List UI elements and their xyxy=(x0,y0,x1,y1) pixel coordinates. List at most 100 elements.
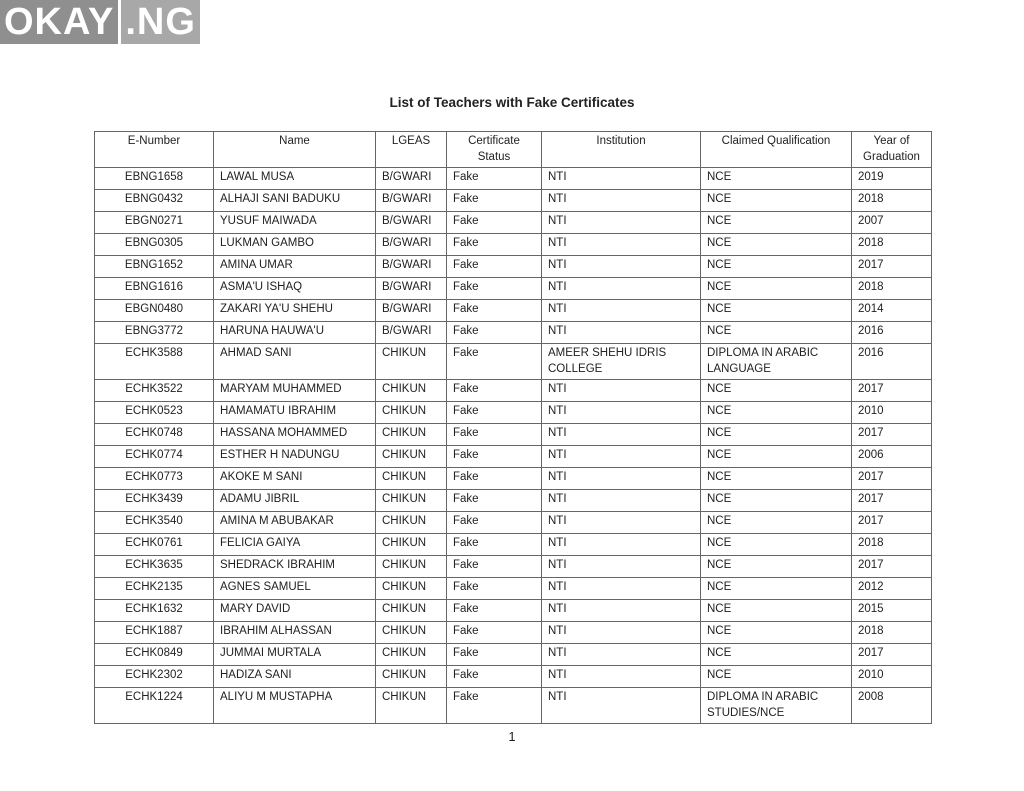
cell-e-number: ECHK2302 xyxy=(94,665,214,688)
page-number: 1 xyxy=(508,729,516,744)
table-row: ECHK3540 AMINA M ABUBAKAR CHIKUN Fake NTI NCE… xyxy=(94,511,932,534)
cell-year-of-graduation: 2010 xyxy=(851,401,932,424)
cell-year-of-graduation: 2018 xyxy=(851,533,932,556)
cell-claimed-qualification: DIPLOMA IN ARABIC LANGUAGE xyxy=(700,343,852,380)
cell-lgeas: CHIKUN xyxy=(375,643,447,666)
cell-institution: NTI xyxy=(541,277,701,300)
cell-certificate-status: Fake xyxy=(446,189,542,212)
cell-certificate-status: Fake xyxy=(446,687,542,724)
cell-claimed-qualification: NCE xyxy=(700,665,852,688)
cell-lgeas: B/GWARI xyxy=(375,211,447,234)
cell-e-number: EBNG0305 xyxy=(94,233,214,256)
cell-claimed-qualification: NCE xyxy=(700,189,852,212)
cell-e-number: ECHK3635 xyxy=(94,555,214,578)
cell-lgeas: CHIKUN xyxy=(375,599,447,622)
cell-lgeas: B/GWARI xyxy=(375,167,447,190)
column-header-lgeas: LGEAS xyxy=(375,131,447,168)
cell-year-of-graduation: 2016 xyxy=(851,321,932,344)
cell-claimed-qualification: NCE xyxy=(700,233,852,256)
cell-year-of-graduation: 2018 xyxy=(851,233,932,256)
cell-institution: NTI xyxy=(541,167,701,190)
cell-name: AGNES SAMUEL xyxy=(213,577,376,600)
cell-year-of-graduation: 2017 xyxy=(851,379,932,402)
cell-certificate-status: Fake xyxy=(446,665,542,688)
cell-e-number: EBNG3772 xyxy=(94,321,214,344)
cell-institution: AMEER SHEHU IDRIS COLLEGE xyxy=(541,343,701,380)
table-row: EBNG3772 HARUNA HAUWA'U B/GWARI Fake NTI NCE 2… xyxy=(94,321,932,344)
table-row: ECHK2135 AGNES SAMUEL CHIKUN Fake NTI NCE 2012 xyxy=(94,577,932,600)
cell-claimed-qualification: NCE xyxy=(700,577,852,600)
cell-year-of-graduation: 2007 xyxy=(851,211,932,234)
table-row: EBNG0305 LUKMAN GAMBO B/GWARI Fake NTI NCE 201… xyxy=(94,233,932,256)
cell-name: MARYAM MUHAMMED xyxy=(213,379,376,402)
table-row: ECHK0774 ESTHER H NADUNGU CHIKUN Fake NTI NCE… xyxy=(94,445,932,468)
cell-institution: NTI xyxy=(541,299,701,322)
cell-name: JUMMAI MURTALA xyxy=(213,643,376,666)
cell-e-number: ECHK0773 xyxy=(94,467,214,490)
cell-lgeas: CHIKUN xyxy=(375,489,447,512)
cell-e-number: ECHK2135 xyxy=(94,577,214,600)
cell-certificate-status: Fake xyxy=(446,489,542,512)
table-header-row: E-Number Name LGEAS Certificate Status Insti… xyxy=(94,131,932,168)
cell-claimed-qualification: NCE xyxy=(700,643,852,666)
cell-institution: NTI xyxy=(541,467,701,490)
cell-year-of-graduation: 2010 xyxy=(851,665,932,688)
cell-institution: NTI xyxy=(541,445,701,468)
cell-certificate-status: Fake xyxy=(446,401,542,424)
cell-certificate-status: Fake xyxy=(446,621,542,644)
cell-year-of-graduation: 2017 xyxy=(851,467,932,490)
cell-e-number: EBNG0432 xyxy=(94,189,214,212)
cell-name: HARUNA HAUWA'U xyxy=(213,321,376,344)
cell-lgeas: CHIKUN xyxy=(375,379,447,402)
cell-lgeas: CHIKUN xyxy=(375,511,447,534)
cell-lgeas: CHIKUN xyxy=(375,423,447,446)
table-row: EBNG0432 ALHAJI SANI BADUKU B/GWARI Fake NTI… xyxy=(94,189,932,212)
cell-institution: NTI xyxy=(541,511,701,534)
cell-claimed-qualification: NCE xyxy=(700,533,852,556)
cell-lgeas: CHIKUN xyxy=(375,445,447,468)
cell-name: ESTHER H NADUNGU xyxy=(213,445,376,468)
table-row: ECHK0761 FELICIA GAIYA CHIKUN Fake NTI NCE 201… xyxy=(94,533,932,556)
cell-institution: NTI xyxy=(541,533,701,556)
cell-claimed-qualification: NCE xyxy=(700,379,852,402)
column-header-e-number: E-Number xyxy=(94,131,214,168)
cell-e-number: ECHK1224 xyxy=(94,687,214,724)
cell-certificate-status: Fake xyxy=(446,343,542,380)
cell-year-of-graduation: 2018 xyxy=(851,621,932,644)
cell-lgeas: CHIKUN xyxy=(375,401,447,424)
cell-name: AKOKE M SANI xyxy=(213,467,376,490)
cell-certificate-status: Fake xyxy=(446,599,542,622)
table-row: ECHK0748 HASSANA MOHAMMED CHIKUN Fake NTI NCE… xyxy=(94,423,932,446)
cell-lgeas: CHIKUN xyxy=(375,577,447,600)
cell-certificate-status: Fake xyxy=(446,423,542,446)
cell-e-number: EBGN0271 xyxy=(94,211,214,234)
cell-year-of-graduation: 2014 xyxy=(851,299,932,322)
table-row: ECHK3635 SHEDRACK IBRAHIM CHIKUN Fake NTI NCE… xyxy=(94,555,932,578)
cell-certificate-status: Fake xyxy=(446,321,542,344)
table-row: ECHK1887 IBRAHIM ALHASSAN CHIKUN Fake NTI NCE… xyxy=(94,621,932,644)
cell-year-of-graduation: 2017 xyxy=(851,423,932,446)
cell-certificate-status: Fake xyxy=(446,643,542,666)
cell-lgeas: CHIKUN xyxy=(375,533,447,556)
cell-e-number: EBNG1658 xyxy=(94,167,214,190)
cell-lgeas: CHIKUN xyxy=(375,343,447,380)
cell-name: MARY DAVID xyxy=(213,599,376,622)
cell-certificate-status: Fake xyxy=(446,211,542,234)
cell-institution: NTI xyxy=(541,643,701,666)
cell-lgeas: B/GWARI xyxy=(375,277,447,300)
table-row: EBGN0480 ZAKARI YA'U SHEHU B/GWARI Fake NTI N… xyxy=(94,299,932,322)
cell-lgeas: B/GWARI xyxy=(375,321,447,344)
cell-lgeas: CHIKUN xyxy=(375,665,447,688)
table-row: ECHK0773 AKOKE M SANI CHIKUN Fake NTI NCE 2017 xyxy=(94,467,932,490)
cell-certificate-status: Fake xyxy=(446,277,542,300)
cell-e-number: ECHK1887 xyxy=(94,621,214,644)
table-row: ECHK1224 ALIYU M MUSTAPHA CHIKUN Fake NTI DIP… xyxy=(94,687,932,724)
cell-lgeas: B/GWARI xyxy=(375,255,447,278)
cell-certificate-status: Fake xyxy=(446,467,542,490)
table-row: ECHK0849 JUMMAI MURTALA CHIKUN Fake NTI NCE 20… xyxy=(94,643,932,666)
cell-year-of-graduation: 2012 xyxy=(851,577,932,600)
cell-institution: NTI xyxy=(541,233,701,256)
cell-name: ALIYU M MUSTAPHA xyxy=(213,687,376,724)
cell-claimed-qualification: NCE xyxy=(700,255,852,278)
cell-name: ADAMU JIBRIL xyxy=(213,489,376,512)
